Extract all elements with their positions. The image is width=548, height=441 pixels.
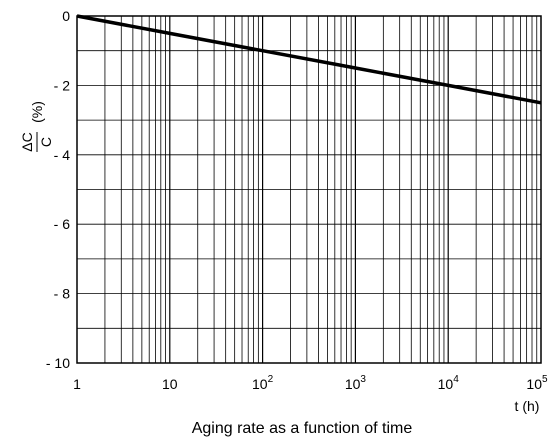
y-tick-label: - 10	[46, 355, 70, 371]
y-tick-label: - 6	[54, 216, 71, 232]
plot-frame	[76, 15, 542, 364]
y-tick-labels: 0 - 2 - 4 - 6 - 8 - 10	[46, 8, 70, 371]
x-tick-label: 10	[162, 376, 178, 392]
y-tick-label: 0	[62, 8, 70, 24]
x-tick-label: 1	[73, 376, 81, 392]
y-axis-label-unit: (%)	[29, 101, 45, 123]
y-tick-label: - 2	[54, 77, 71, 93]
x-tick-label: 102	[252, 374, 274, 392]
y-axis-label: ΔC C (%)	[19, 101, 54, 152]
x-tick-labels: 1 10 102 103 104 105	[73, 374, 548, 392]
aging-curve	[76, 14, 542, 105]
x-tick-label: 104	[438, 374, 460, 392]
y-axis-label-numerator: ΔC	[19, 132, 35, 151]
y-axis-label-denominator: C	[38, 137, 54, 147]
x-tick-label: 103	[345, 374, 367, 392]
x-tick-label: 105	[526, 374, 548, 392]
x-axis-label: t (h)	[515, 398, 540, 414]
grid	[77, 16, 541, 363]
chart-caption: Aging rate as a function of time	[192, 420, 413, 437]
y-tick-label: - 8	[54, 286, 71, 302]
y-tick-label: - 4	[54, 147, 71, 163]
